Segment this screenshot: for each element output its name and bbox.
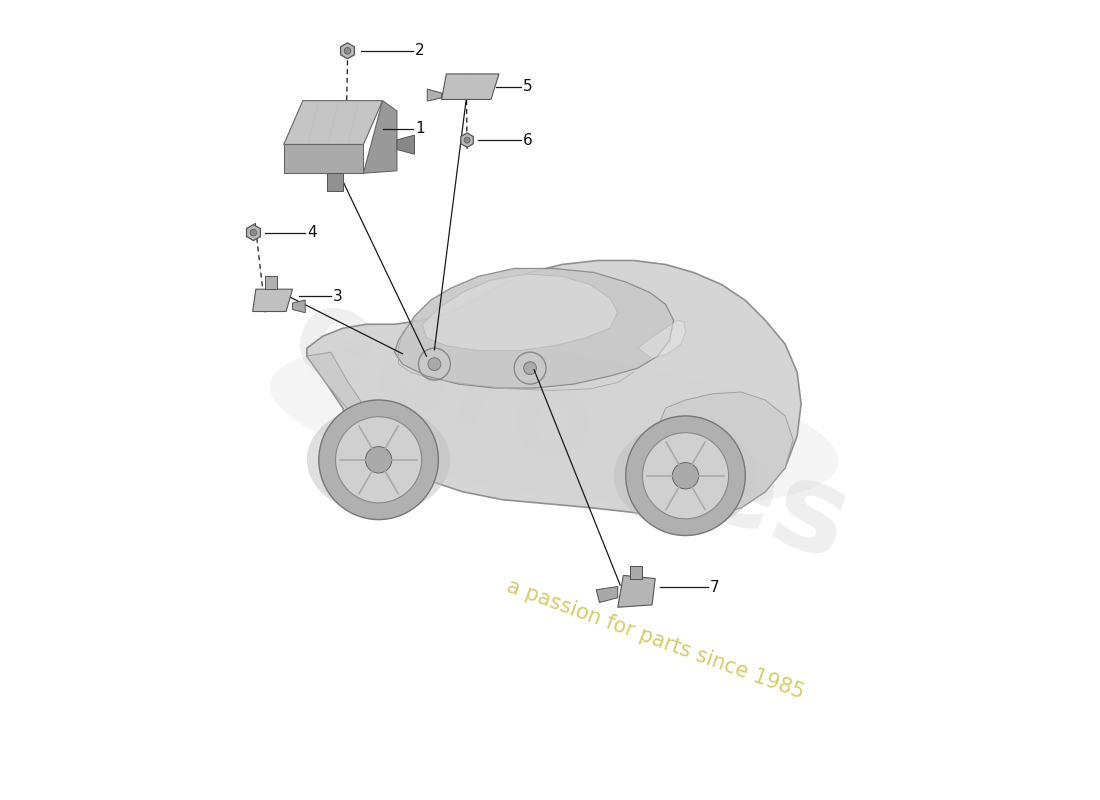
Circle shape	[464, 137, 470, 143]
Text: 4: 4	[308, 225, 317, 240]
Circle shape	[319, 400, 439, 519]
Circle shape	[365, 446, 392, 473]
Circle shape	[642, 433, 728, 518]
Text: 7: 7	[711, 580, 719, 595]
Text: a passion for parts since 1985: a passion for parts since 1985	[504, 576, 806, 702]
Text: 2: 2	[416, 43, 425, 58]
Circle shape	[428, 358, 441, 370]
Polygon shape	[307, 261, 801, 519]
Polygon shape	[293, 300, 306, 313]
Polygon shape	[427, 89, 441, 101]
Polygon shape	[596, 586, 618, 602]
Text: 1: 1	[416, 122, 425, 137]
Text: res: res	[621, 404, 865, 587]
Polygon shape	[284, 101, 383, 145]
Circle shape	[626, 416, 746, 535]
Ellipse shape	[270, 342, 838, 506]
Text: euro: euro	[277, 275, 613, 493]
Polygon shape	[341, 43, 354, 58]
Polygon shape	[395, 269, 673, 388]
Polygon shape	[461, 133, 473, 147]
Polygon shape	[246, 225, 261, 241]
Circle shape	[672, 462, 698, 489]
Polygon shape	[397, 135, 415, 154]
Polygon shape	[618, 575, 656, 607]
Polygon shape	[658, 392, 793, 519]
Polygon shape	[327, 173, 343, 190]
Text: 6: 6	[522, 133, 532, 148]
Text: 5: 5	[522, 79, 532, 94]
Polygon shape	[638, 320, 685, 358]
Circle shape	[344, 47, 351, 54]
Polygon shape	[307, 352, 398, 452]
Ellipse shape	[614, 422, 757, 530]
Ellipse shape	[307, 406, 450, 514]
Polygon shape	[629, 566, 642, 578]
Polygon shape	[265, 277, 277, 289]
Polygon shape	[363, 101, 397, 173]
Circle shape	[250, 230, 256, 236]
Text: 3: 3	[333, 289, 343, 304]
Polygon shape	[441, 74, 499, 99]
Polygon shape	[422, 274, 618, 350]
Polygon shape	[284, 145, 363, 173]
Circle shape	[524, 362, 537, 374]
Polygon shape	[253, 289, 293, 311]
Circle shape	[336, 417, 421, 503]
